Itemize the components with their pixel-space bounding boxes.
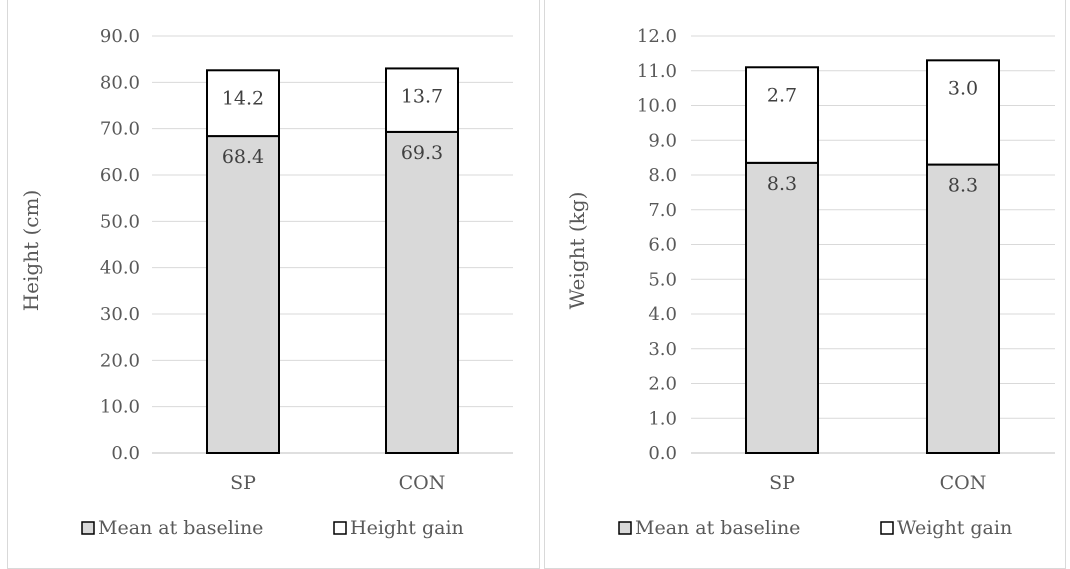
y-tick-label: 1.0	[648, 408, 677, 429]
y-tick-label: 10.0	[100, 397, 140, 418]
y-tick-label: 30.0	[100, 304, 140, 325]
legend-label: Weight gain	[897, 517, 1012, 539]
bar-baseline	[926, 163, 1000, 454]
y-tick-label: 6.0	[648, 235, 677, 256]
data-label: 14.2	[222, 87, 264, 109]
y-tick-label: 50.0	[100, 211, 140, 232]
height-chart: 0.0 10.0 20.0 30.0 40.0 50.0 60.0 70.0 80.0 90.0 H…	[19, 26, 513, 539]
data-label: 13.7	[401, 85, 443, 107]
y-tick-label: 40.0	[100, 258, 140, 279]
y-tick-label: 4.0	[648, 304, 677, 325]
weight-chart-panel: 0.0 1.0 2.0 3.0 4.0 5.0 6.0 7.0 8.0 9.0 10.0 11.0 12…	[544, 0, 1066, 569]
y-tick-label: 12.0	[637, 26, 677, 47]
legend-label: Mean at baseline	[98, 517, 263, 539]
data-label: 3.0	[948, 77, 978, 99]
data-label: 2.7	[767, 84, 797, 106]
data-label: 8.3	[948, 175, 978, 197]
legend-swatch	[81, 521, 95, 535]
y-tick-label: 3.0	[648, 339, 677, 360]
category-label: SP	[769, 472, 795, 494]
y-tick-label: 20.0	[100, 350, 140, 371]
bar-baseline	[745, 161, 819, 454]
y-tick-label: 2.0	[648, 374, 677, 395]
bar-gain	[385, 67, 459, 133]
legend-label: Height gain	[350, 517, 464, 539]
y-tick-label: 0.0	[111, 443, 140, 464]
category-label: SP	[230, 472, 256, 494]
y-tick-label: 5.0	[648, 269, 677, 290]
category-label: CON	[399, 472, 446, 494]
legend-swatch	[618, 521, 632, 535]
y-axis-title: Height (cm)	[19, 190, 43, 312]
y-tick-label: 60.0	[100, 165, 140, 186]
bar-gain	[206, 69, 280, 138]
category-label: CON	[940, 472, 987, 494]
weight-chart: 0.0 1.0 2.0 3.0 4.0 5.0 6.0 7.0 8.0 9.0 10.0 11.0 12…	[565, 26, 1055, 539]
y-tick-label: 0.0	[648, 443, 677, 464]
legend-swatch	[880, 521, 894, 535]
y-tick-label: 90.0	[100, 26, 140, 47]
bar-gain	[926, 59, 1000, 166]
y-tick-label: 7.0	[648, 200, 677, 221]
legend-label: Mean at baseline	[635, 517, 800, 539]
y-tick-label: 11.0	[637, 61, 677, 82]
y-tick-label: 8.0	[648, 165, 677, 186]
y-tick-label: 9.0	[648, 130, 677, 151]
bar-gain	[745, 66, 819, 164]
data-label: 8.3	[767, 173, 797, 195]
bar-baseline	[385, 130, 459, 454]
bar-baseline	[206, 135, 280, 455]
y-tick-label: 70.0	[100, 119, 140, 140]
data-label: 68.4	[222, 146, 264, 168]
y-axis-title: Weight (kg)	[565, 192, 589, 310]
data-label: 69.3	[401, 142, 443, 164]
y-tick-label: 10.0	[637, 96, 677, 117]
height-chart-panel: 0.0 10.0 20.0 30.0 40.0 50.0 60.0 70.0 80.0 90.0 H…	[7, 0, 540, 569]
legend-swatch	[333, 521, 347, 535]
y-tick-label: 80.0	[100, 72, 140, 93]
